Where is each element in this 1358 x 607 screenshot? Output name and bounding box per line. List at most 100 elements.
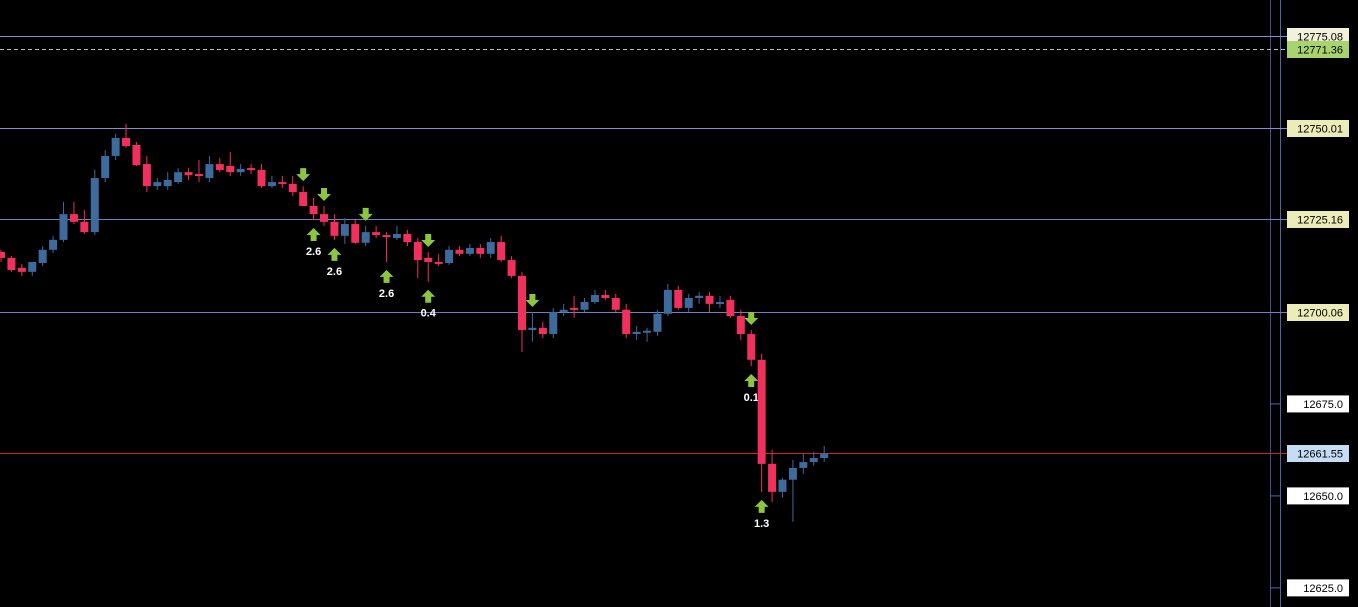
- y-tick-label: 12625.0: [1303, 583, 1343, 595]
- tick-label-box: [1287, 579, 1349, 597]
- level-label: 12750.01: [1297, 123, 1343, 135]
- candle-body: [663, 289, 672, 314]
- y-tick-label: 12650.0: [1303, 491, 1343, 503]
- candle-body: [28, 261, 37, 272]
- level-label-box: [1287, 28, 1349, 45]
- buy-label: 2.6: [379, 288, 394, 300]
- candle-body: [653, 313, 662, 332]
- buy-arrow: [421, 289, 436, 303]
- candle-body: [465, 247, 474, 254]
- candle-body: [372, 232, 381, 236]
- candle-body: [17, 267, 26, 272]
- candle-body: [580, 302, 589, 310]
- candle-body: [757, 359, 766, 464]
- candle-body: [486, 242, 495, 254]
- candle-body: [90, 178, 99, 233]
- candle-body: [538, 327, 547, 335]
- candle-body: [528, 327, 537, 330]
- candle-body: [726, 299, 735, 317]
- candle-body: [559, 309, 568, 312]
- buy-label: 1.3: [754, 518, 769, 530]
- candle-body: [590, 295, 599, 303]
- candle-body: [778, 479, 787, 492]
- candle-body: [132, 144, 141, 166]
- candle-body: [38, 249, 47, 264]
- buy-label: 2.6: [327, 266, 342, 278]
- candle-body: [674, 289, 683, 308]
- level-label: 12661.55: [1297, 448, 1343, 460]
- candle-body: [194, 174, 203, 177]
- candle-body: [101, 155, 110, 179]
- sell-arrow: [421, 233, 436, 247]
- sell-arrow: [296, 168, 311, 182]
- candle-body: [799, 462, 808, 468]
- candle-body: [320, 214, 329, 222]
- candle-body: [69, 214, 78, 222]
- buy-arrow: [327, 247, 342, 261]
- candle-body: [184, 172, 193, 176]
- candle-body: [705, 295, 714, 304]
- candle-body: [434, 261, 443, 264]
- candle-body: [601, 295, 610, 298]
- tick-label-box: [1287, 395, 1349, 413]
- buy-arrow: [754, 499, 769, 513]
- candle-body: [267, 182, 276, 187]
- candle-body: [122, 137, 131, 147]
- y-tick-label: 12675.0: [1303, 399, 1343, 411]
- buy-arrow: [744, 374, 759, 388]
- candle-body: [382, 235, 391, 238]
- candle-body: [59, 214, 68, 240]
- level-label-box: [1287, 304, 1349, 321]
- level-label: 12771.36: [1297, 44, 1343, 56]
- candle-body: [351, 224, 360, 243]
- candle-body: [611, 297, 620, 310]
- candle-body: [205, 164, 214, 179]
- level-label-box: [1287, 445, 1349, 462]
- candle-body: [142, 164, 151, 187]
- candle-body: [476, 247, 485, 254]
- candle-body: [309, 206, 318, 215]
- buy-label: 0.1: [744, 392, 759, 404]
- candle-body: [695, 295, 704, 298]
- candle-body: [340, 224, 349, 236]
- candle-body: [257, 169, 266, 187]
- candle-body: [153, 182, 162, 187]
- candle-body: [445, 249, 454, 264]
- level-label: 12775.08: [1297, 31, 1343, 43]
- candle-body: [684, 297, 693, 308]
- candle-body: [174, 172, 183, 183]
- sell-arrow: [358, 207, 373, 221]
- candle-body: [49, 239, 58, 250]
- candle-body: [809, 458, 818, 463]
- candle-body: [643, 330, 652, 333]
- candle-body: [111, 137, 120, 156]
- candle-body: [80, 221, 89, 233]
- candle-body: [288, 183, 297, 193]
- candle-body: [747, 334, 756, 360]
- candle-body: [163, 179, 172, 187]
- candle-body: [715, 302, 724, 305]
- candle-body: [413, 242, 422, 261]
- candle-body: [278, 182, 287, 185]
- level-label: 12700.06: [1297, 307, 1343, 319]
- level-label-box: [1287, 211, 1349, 228]
- candle-body: [736, 316, 745, 335]
- candle-body: [226, 165, 235, 173]
- level-label: 12725.16: [1297, 214, 1343, 226]
- tick-label-box: [1287, 487, 1349, 505]
- candle-body: [549, 311, 558, 335]
- candle-body: [820, 453, 829, 459]
- level-label-box: [1287, 41, 1349, 58]
- candle-body: [392, 233, 401, 239]
- candle-body: [236, 168, 245, 173]
- candle-body: [361, 232, 370, 243]
- candle-body: [403, 233, 412, 243]
- sell-arrow: [317, 188, 332, 202]
- candle-body: [788, 467, 797, 480]
- sell-arrow: [525, 293, 540, 307]
- candle-body: [7, 257, 16, 271]
- candle-body: [455, 249, 464, 254]
- buy-arrow: [306, 227, 321, 241]
